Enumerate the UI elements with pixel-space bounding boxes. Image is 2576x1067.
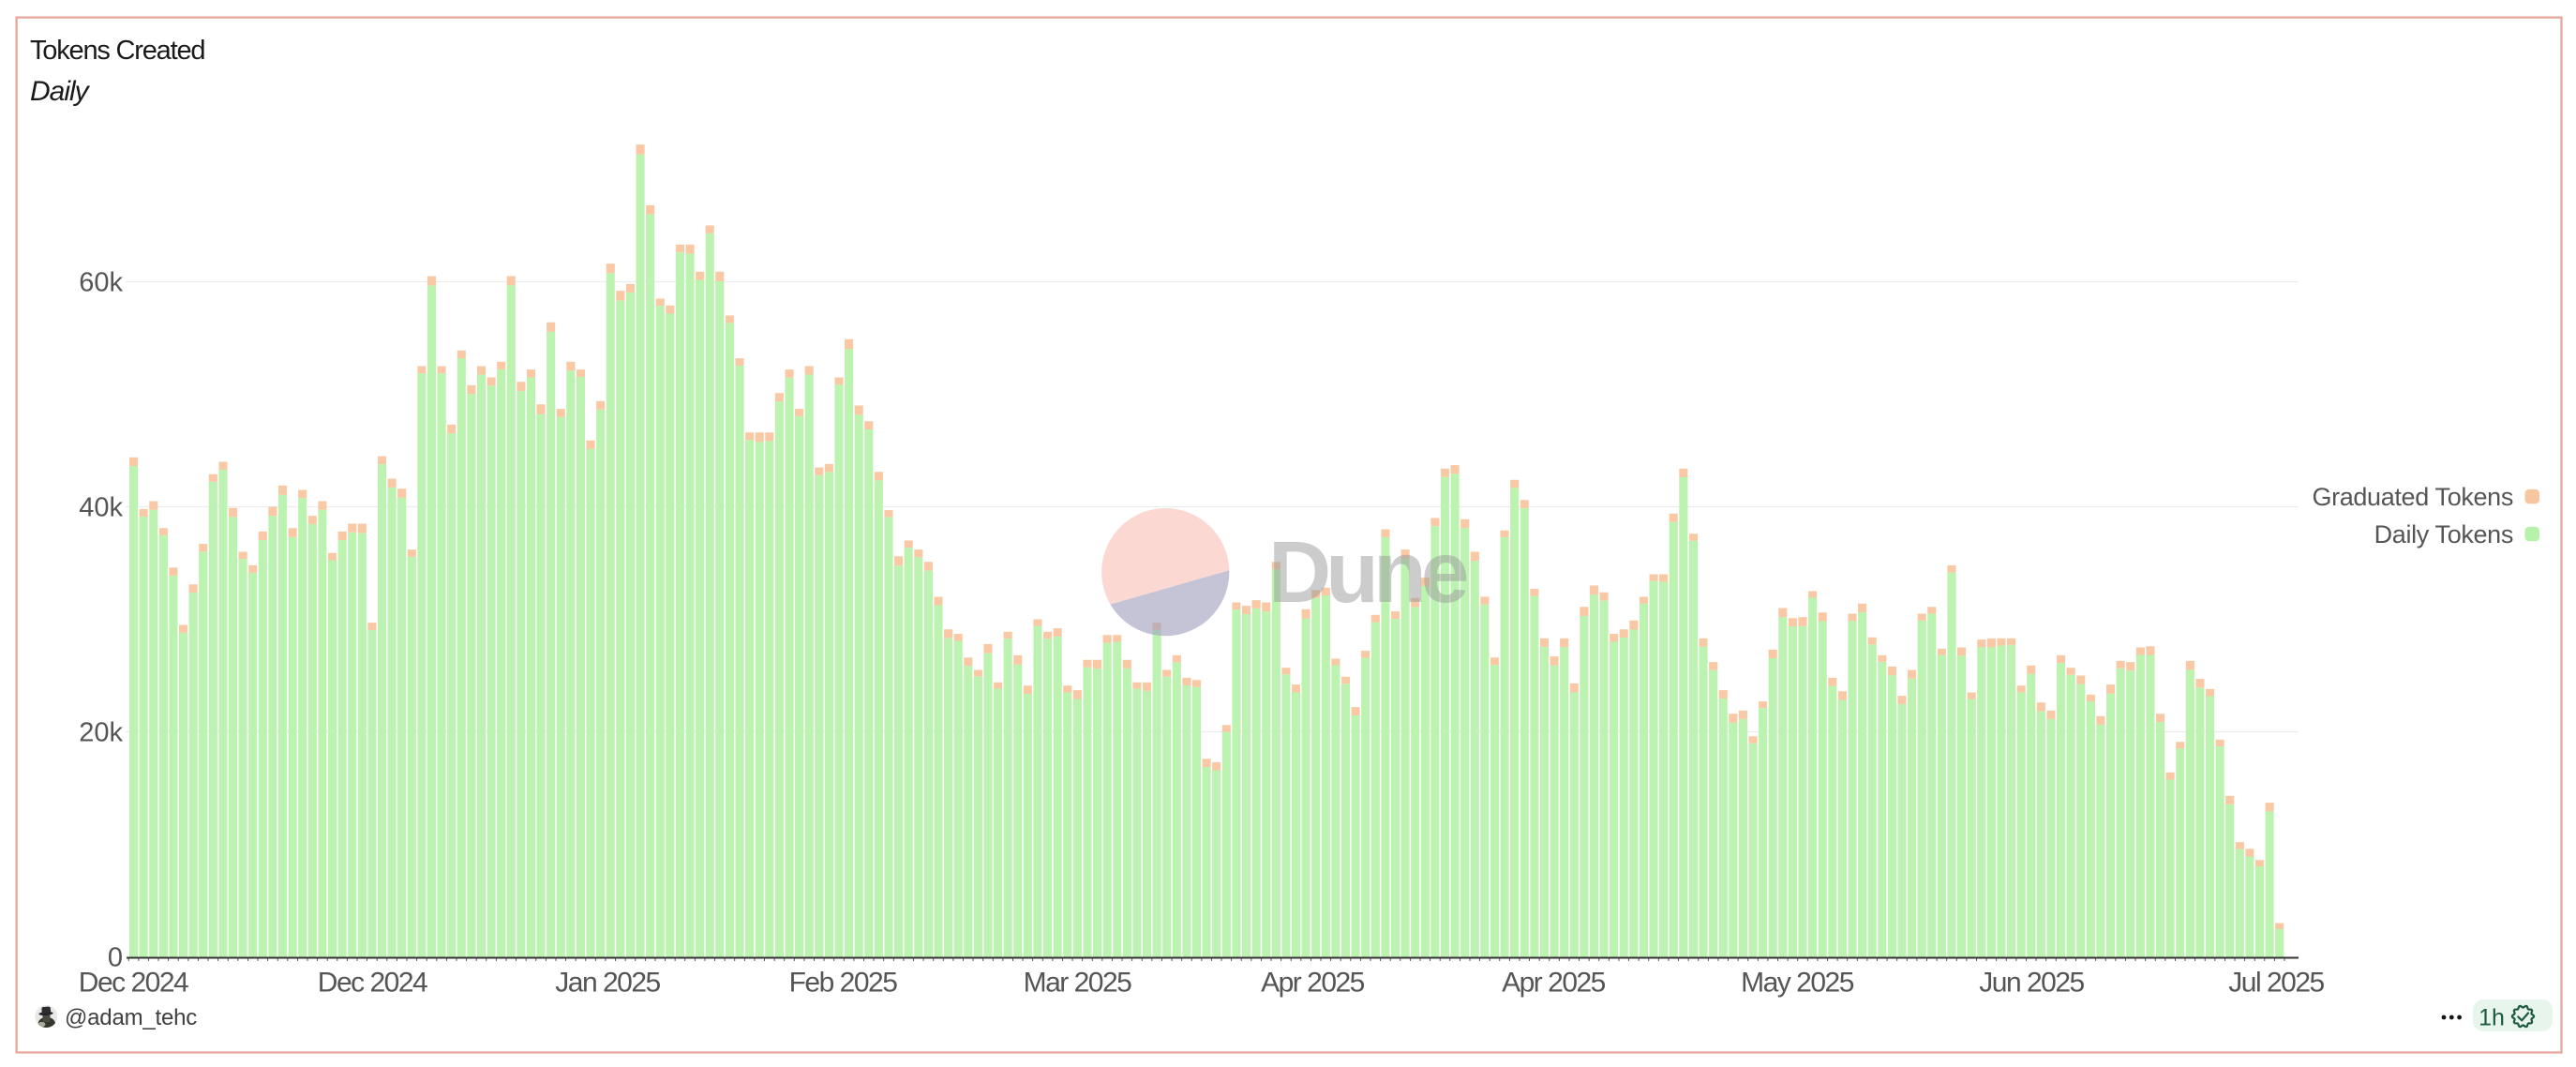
svg-text:1h: 1h xyxy=(2479,1005,2505,1031)
svg-text:Daily Tokens: Daily Tokens xyxy=(2374,520,2513,549)
svg-text:Apr 2025: Apr 2025 xyxy=(1261,968,1365,999)
svg-text:0: 0 xyxy=(108,943,123,973)
svg-text:Mar 2025: Mar 2025 xyxy=(1024,968,1132,999)
svg-text:Feb 2025: Feb 2025 xyxy=(789,968,898,999)
svg-text:May 2025: May 2025 xyxy=(1741,968,1854,999)
svg-text:Jul 2025: Jul 2025 xyxy=(2228,968,2324,999)
svg-text:Graduated Tokens: Graduated Tokens xyxy=(2312,483,2513,511)
svg-text:Apr 2025: Apr 2025 xyxy=(1502,968,1606,999)
svg-text:Dec 2024: Dec 2024 xyxy=(318,968,427,999)
svg-text:Dune: Dune xyxy=(1268,523,1467,621)
svg-text:Tokens Created: Tokens Created xyxy=(30,36,204,66)
svg-text:Jan 2025: Jan 2025 xyxy=(555,968,660,999)
svg-text:Dec 2024: Dec 2024 xyxy=(79,968,188,999)
svg-text:@adam_tehc: @adam_tehc xyxy=(65,1005,197,1030)
svg-text:40k: 40k xyxy=(79,493,123,523)
svg-text:Jun 2025: Jun 2025 xyxy=(1979,968,2084,999)
svg-text:Daily: Daily xyxy=(30,76,91,107)
svg-text:60k: 60k xyxy=(79,268,123,298)
svg-text:20k: 20k xyxy=(79,718,123,748)
